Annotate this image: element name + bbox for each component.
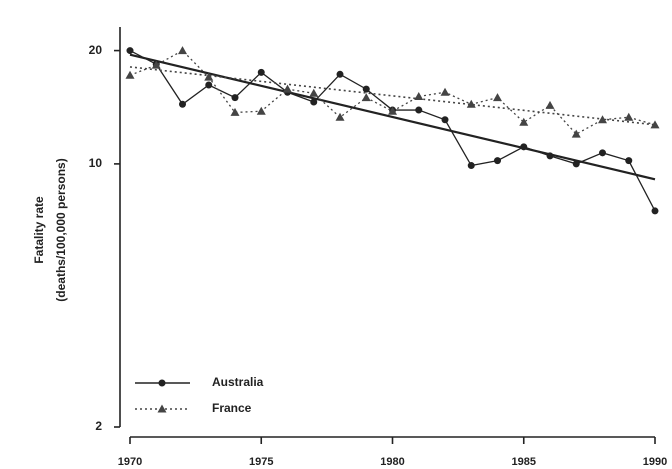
- point: [572, 160, 580, 168]
- point: [283, 84, 292, 93]
- point: [361, 93, 371, 102]
- trend-line: [129, 53, 656, 181]
- point: [125, 70, 135, 79]
- point: [126, 47, 134, 55]
- x-tick-label: 1985: [512, 456, 536, 468]
- y-axis-label: (deaths/100,000 persons): [54, 158, 68, 301]
- point: [179, 100, 186, 108]
- point: [624, 112, 634, 121]
- x-tick-label: 1980: [380, 456, 404, 468]
- point: [157, 404, 167, 413]
- point: [440, 87, 450, 96]
- point: [466, 99, 476, 108]
- point: [310, 98, 318, 106]
- point: [598, 115, 607, 124]
- point: [204, 72, 214, 81]
- x-tick-label: 1970: [118, 456, 142, 468]
- legend-label: France: [212, 401, 252, 415]
- point: [467, 162, 475, 170]
- point: [519, 117, 529, 126]
- point: [650, 120, 660, 129]
- point: [651, 207, 659, 215]
- point: [336, 70, 344, 78]
- y-tick-label: 20: [89, 43, 103, 57]
- point: [158, 379, 166, 387]
- point: [256, 106, 266, 115]
- point: [545, 100, 555, 109]
- point: [441, 116, 449, 124]
- point: [493, 93, 502, 102]
- y-tick-label: 10: [89, 156, 103, 170]
- point: [414, 92, 424, 101]
- point: [335, 112, 345, 121]
- point: [599, 149, 606, 157]
- point: [309, 88, 319, 97]
- point: [520, 143, 528, 151]
- y-tick-label: 2: [95, 419, 102, 433]
- point: [388, 106, 397, 115]
- point: [415, 106, 423, 114]
- series-line: [129, 49, 656, 135]
- point: [230, 107, 240, 116]
- trend-line: [129, 66, 656, 126]
- x-tick-label: 1990: [643, 456, 667, 468]
- y-axis-label: Fatality rate: [32, 196, 46, 264]
- legend-label: Australia: [212, 375, 264, 389]
- point: [151, 60, 161, 69]
- point: [571, 129, 581, 138]
- point: [205, 81, 213, 89]
- x-tick-label: 1975: [249, 456, 273, 468]
- point: [494, 157, 501, 165]
- point: [178, 46, 187, 55]
- point: [231, 94, 239, 102]
- point: [362, 85, 370, 93]
- point: [546, 152, 554, 160]
- point: [625, 157, 633, 165]
- point: [257, 68, 265, 76]
